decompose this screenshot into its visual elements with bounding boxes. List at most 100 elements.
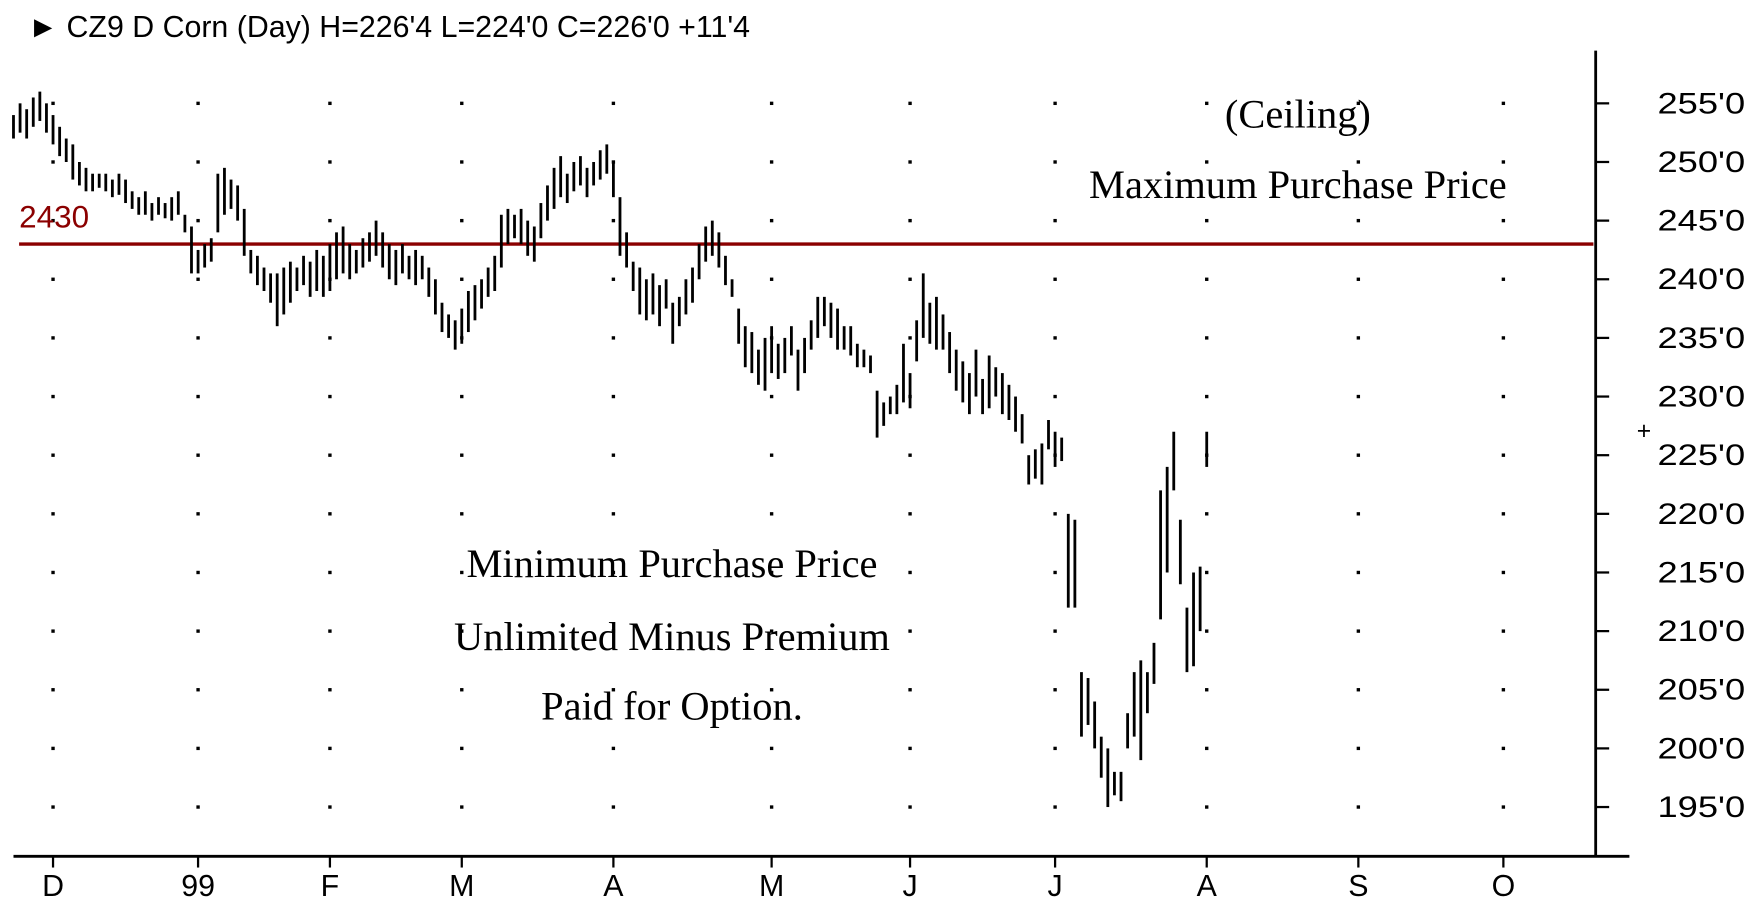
grid-dot (769, 218, 774, 223)
grid-dot (460, 453, 464, 457)
grid-dot (1053, 746, 1057, 751)
grid-dot (460, 277, 464, 281)
x-tick-label: M (449, 870, 474, 899)
grid-dot (1356, 160, 1361, 164)
y-tick-label: 220'0 (1657, 499, 1745, 531)
grid-dot (51, 160, 55, 164)
grid-dot (51, 277, 55, 281)
y-tick-label: 210'0 (1657, 616, 1745, 648)
grid-dot (1205, 629, 1209, 633)
grid-dot (1356, 512, 1361, 516)
grid-dot (1053, 101, 1057, 106)
grid-dot (1205, 277, 1209, 281)
grid-dot (460, 101, 464, 106)
x-tick-label: M (759, 870, 784, 899)
grid-dot (460, 629, 464, 633)
grid-dot (196, 453, 200, 457)
grid-dot (611, 805, 616, 809)
grid-dot (769, 629, 774, 633)
grid-dot (328, 512, 332, 516)
grid-dot (1501, 805, 1506, 809)
grid-dot (196, 277, 200, 281)
x-tick-label: J (1048, 870, 1063, 899)
grid-dot (460, 218, 464, 223)
grid-dot (328, 336, 332, 340)
grid-dot (328, 453, 332, 457)
y-tick-label: 205'0 (1657, 675, 1745, 707)
grid-dot (196, 336, 200, 340)
grid-dot (196, 218, 200, 223)
grid-dot (1501, 453, 1506, 457)
x-tick-label: O (1492, 870, 1516, 899)
grid-dot (51, 336, 55, 340)
y-tick-label: 230'0 (1657, 382, 1745, 414)
grid-dot (611, 512, 616, 516)
grid-dot (1501, 512, 1506, 516)
grid-dot (460, 160, 464, 164)
grid-dot (460, 688, 464, 692)
x-tick-label: D (42, 870, 64, 899)
grid-dot (611, 570, 616, 575)
grid-dot (611, 218, 616, 223)
grid-dot (1356, 746, 1361, 751)
grid-dot (1501, 101, 1506, 106)
grid-dot (196, 746, 200, 751)
y-tick-label: 200'0 (1657, 733, 1745, 765)
grid-dot (51, 805, 55, 809)
grid-dot (51, 218, 55, 223)
y-tick-label: 255'0 (1657, 88, 1745, 120)
grid-dot (1356, 218, 1361, 223)
grid-dot (328, 218, 332, 223)
grid-dot (328, 629, 332, 633)
grid-dot (51, 453, 55, 457)
grid-dot (1356, 101, 1361, 106)
x-tick-label: A (603, 870, 624, 899)
grid-dot (328, 101, 332, 106)
grid-dot (908, 746, 912, 751)
grid-dot (1356, 453, 1361, 457)
grid-dot (1501, 629, 1506, 633)
grid-dot (51, 746, 55, 751)
grid-dot (908, 570, 912, 575)
grid-dot (51, 512, 55, 516)
grid-dot (1205, 160, 1209, 164)
grid-dot (1053, 218, 1057, 223)
grid-dot (769, 688, 774, 692)
annotation: (Ceiling) (1225, 91, 1371, 136)
chart-title: ► CZ9 D Corn (Day) H=226'4 L=224'0 C=226… (28, 11, 750, 44)
grid-dot (1205, 336, 1209, 340)
grid-dot (1205, 394, 1209, 399)
grid-dot (908, 688, 912, 692)
grid-dot (908, 218, 912, 223)
grid-dot (611, 453, 616, 457)
grid-dot (1205, 746, 1209, 751)
annotation: Maximum Purchase Price (1089, 162, 1507, 207)
grid-dot (611, 336, 616, 340)
y-tick-label: 195'0 (1657, 792, 1745, 824)
grid-dot (611, 394, 616, 399)
grid-dot (196, 101, 200, 106)
y-tick-label: 245'0 (1657, 206, 1745, 238)
grid-dot (1205, 218, 1209, 223)
grid-dot (196, 688, 200, 692)
grid-dot (611, 277, 616, 281)
grid-dot (611, 688, 616, 692)
grid-dot (611, 746, 616, 751)
y-tick-label: 250'0 (1657, 147, 1745, 179)
grid-dot (328, 570, 332, 575)
x-tick-label: A (1197, 870, 1218, 899)
grid-dot (1205, 570, 1209, 575)
grid-dot (460, 570, 464, 575)
grid-dot (1205, 101, 1209, 106)
grid-dot (328, 160, 332, 164)
grid-dot (460, 805, 464, 809)
grid-dot (1356, 394, 1361, 399)
grid-dot (328, 688, 332, 692)
grid-dot (1356, 805, 1361, 809)
grid-dot (1053, 570, 1057, 575)
grid-dot (328, 805, 332, 809)
grid-dot (769, 746, 774, 751)
annotation: Minimum Purchase Price (466, 541, 877, 586)
grid-dot (460, 512, 464, 516)
